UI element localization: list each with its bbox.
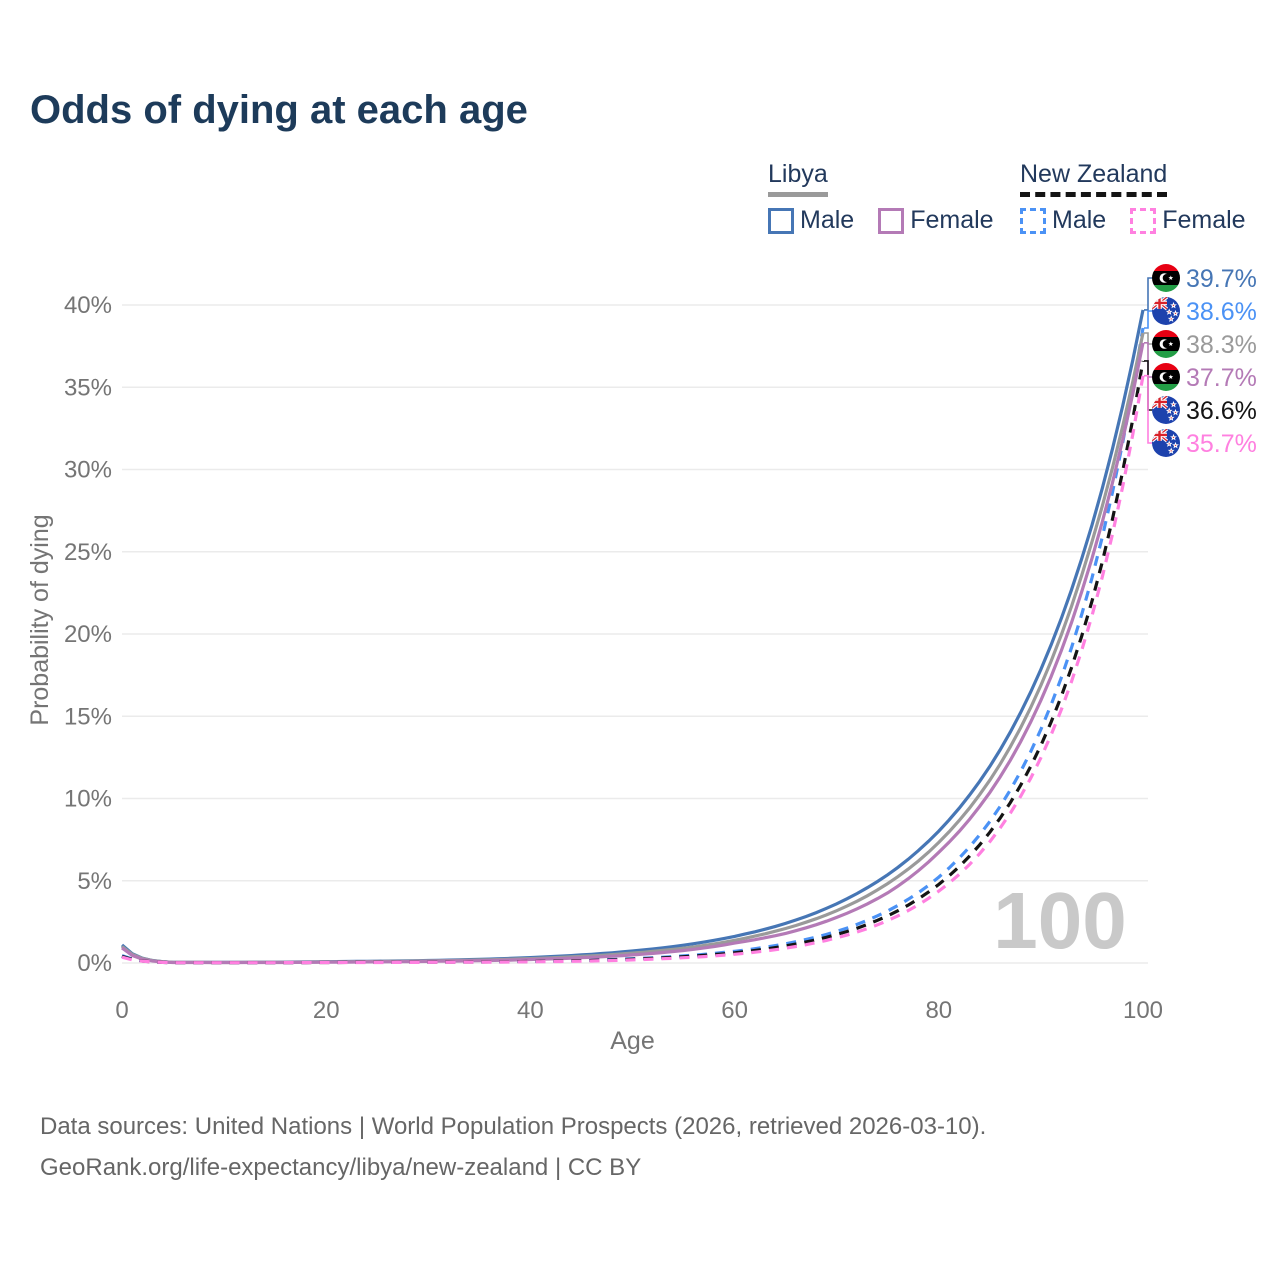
new-zealand-female-line-swatch-icon [1130, 207, 1157, 234]
y-tick-label: 35% [64, 374, 112, 401]
legend-item-libya-female[interactable]: Female [878, 206, 994, 235]
star-icon [1167, 447, 1175, 454]
star-icon [1165, 440, 1173, 447]
star-icon [1165, 407, 1173, 414]
curve-libya-both-sexes[interactable] [121, 332, 1145, 965]
star-icon [1172, 408, 1179, 416]
curve-new-zealand-female[interactable] [121, 375, 1145, 965]
y-tick-label: 20% [64, 621, 112, 648]
series-value-label: 39.7% [1186, 265, 1257, 293]
end-label-new-zealand-female: 35.7% [1152, 429, 1257, 458]
end-label-libya-male: 39.7% [1152, 264, 1257, 293]
star-icon [1170, 400, 1177, 408]
new-zealand-flag-icon [1152, 429, 1180, 457]
star-icon [1170, 433, 1177, 441]
data-sources: Data sources: United Nations | World Pop… [40, 1106, 986, 1188]
series-value-label: 38.6% [1186, 298, 1257, 326]
series-value-label: 38.3% [1186, 331, 1257, 359]
hovered-age-watermark: 100 [993, 876, 1126, 965]
x-tick-label: 0 [115, 997, 128, 1024]
legend-country-libya[interactable]: Libya [768, 160, 828, 197]
leader-line-libya-both-sexes [1144, 332, 1152, 345]
page-title: Odds of dying at each age [30, 88, 528, 132]
y-tick-label: 5% [77, 868, 112, 895]
x-tick-label: 100 [1123, 997, 1163, 1024]
x-tick-label: 60 [721, 997, 748, 1024]
libya-flag-icon [1152, 264, 1180, 292]
legend-country-libya-label: Libya [768, 160, 828, 188]
series-value-label: 36.6% [1186, 397, 1257, 425]
legend-item-libya-female-label: Female [910, 206, 994, 234]
end-label-new-zealand-male: 38.6% [1152, 297, 1257, 326]
x-tick-label: 80 [925, 997, 952, 1024]
series-value-label: 35.7% [1186, 430, 1257, 458]
star-icon [1170, 301, 1177, 309]
libya-flag-icon [1152, 330, 1180, 358]
y-axis-title: Probability of dying [26, 514, 54, 725]
y-tick-label: 30% [64, 457, 112, 484]
libya-flag-icon [1152, 363, 1180, 391]
star-icon [1168, 341, 1174, 347]
star-icon [1172, 441, 1179, 449]
new-zealand-flag-icon [1152, 396, 1180, 424]
leader-line-libya-female [1144, 342, 1152, 378]
x-tick-label: 20 [313, 997, 340, 1024]
legend-country-new-zealand[interactable]: New Zealand [1020, 160, 1168, 197]
legend: Libya Male Female New Zealand Male Femal… [0, 160, 1280, 240]
new-zealand-male-line-swatch-icon [1020, 207, 1046, 234]
data-sources-line1: Data sources: United Nations | World Pop… [40, 1113, 987, 1140]
leader-line-new-zealand-male [1144, 310, 1152, 329]
leader-line-libya-male [1144, 277, 1152, 311]
legend-item-new-zealand-male-label: Male [1052, 206, 1107, 234]
legend-group-new-zealand: New Zealand Male Female [1020, 160, 1246, 235]
data-sources-line2: GeoRank.org/life-expectancy/libya/new-ze… [40, 1154, 642, 1181]
end-label-new-zealand-both-sexes: 36.6% [1152, 396, 1257, 425]
legend-item-libya-male-label: Male [800, 206, 855, 234]
star-icon [1168, 374, 1174, 380]
y-tick-label: 10% [64, 786, 112, 813]
x-tick-label: 40 [517, 997, 544, 1024]
legend-item-new-zealand-male[interactable]: Male [1020, 206, 1106, 235]
legend-items-libya: Male Female [768, 206, 994, 235]
series-value-label: 37.7% [1186, 364, 1257, 392]
legend-item-libya-male[interactable]: Male [768, 206, 854, 235]
star-icon [1165, 308, 1173, 315]
curve-new-zealand-male[interactable] [121, 327, 1145, 965]
y-tick-label: 15% [64, 703, 112, 730]
star-icon [1168, 275, 1174, 281]
leader-line-new-zealand-female [1144, 374, 1152, 444]
libya-male-line-swatch-icon [768, 207, 794, 234]
legend-items-new-zealand: Male Female [1020, 206, 1246, 235]
curve-libya-female[interactable] [121, 342, 1145, 965]
x-axis-title: Age [610, 1027, 654, 1055]
legend-item-new-zealand-female-label: Female [1162, 206, 1246, 234]
new-zealand-flag-icon [1152, 297, 1180, 325]
y-tick-label: 40% [64, 292, 112, 319]
legend-country-new-zealand-label: New Zealand [1020, 160, 1168, 188]
curve-libya-male[interactable] [120, 309, 1145, 964]
libya-female-line-swatch-icon [878, 207, 905, 234]
end-label-libya-female: 37.7% [1152, 363, 1257, 392]
legend-item-new-zealand-female[interactable]: Female [1130, 206, 1246, 235]
end-label-libya-both-sexes: 38.3% [1152, 330, 1257, 359]
curve-new-zealand-both-sexes[interactable] [121, 360, 1145, 965]
legend-group-libya: Libya Male Female [768, 160, 994, 235]
y-tick-label: 0% [77, 950, 112, 977]
star-icon [1167, 315, 1175, 322]
y-tick-label: 25% [64, 539, 112, 566]
star-icon [1167, 414, 1175, 421]
star-icon [1172, 309, 1179, 317]
